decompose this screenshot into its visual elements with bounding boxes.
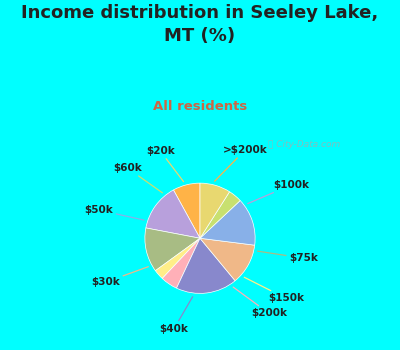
Wedge shape xyxy=(200,201,255,245)
Text: $50k: $50k xyxy=(85,205,144,220)
Text: $40k: $40k xyxy=(160,297,193,334)
Text: >$200k: >$200k xyxy=(215,145,267,181)
Wedge shape xyxy=(200,192,240,238)
Wedge shape xyxy=(162,238,200,288)
Text: $60k: $60k xyxy=(113,163,162,193)
Text: $200k: $200k xyxy=(233,287,287,318)
Text: $150k: $150k xyxy=(244,277,304,303)
Wedge shape xyxy=(145,228,200,271)
Text: $100k: $100k xyxy=(248,180,310,204)
Wedge shape xyxy=(146,190,200,238)
Text: $20k: $20k xyxy=(146,146,184,182)
Wedge shape xyxy=(174,183,200,238)
Wedge shape xyxy=(156,238,200,279)
Text: ⓘ City-Data.com: ⓘ City-Data.com xyxy=(268,140,340,149)
Wedge shape xyxy=(200,238,255,281)
Wedge shape xyxy=(200,183,230,238)
Text: $30k: $30k xyxy=(92,267,148,287)
Wedge shape xyxy=(176,238,235,293)
Text: $75k: $75k xyxy=(258,251,318,263)
Text: All residents: All residents xyxy=(153,100,247,113)
Text: Income distribution in Seeley Lake,
MT (%): Income distribution in Seeley Lake, MT (… xyxy=(21,4,379,45)
